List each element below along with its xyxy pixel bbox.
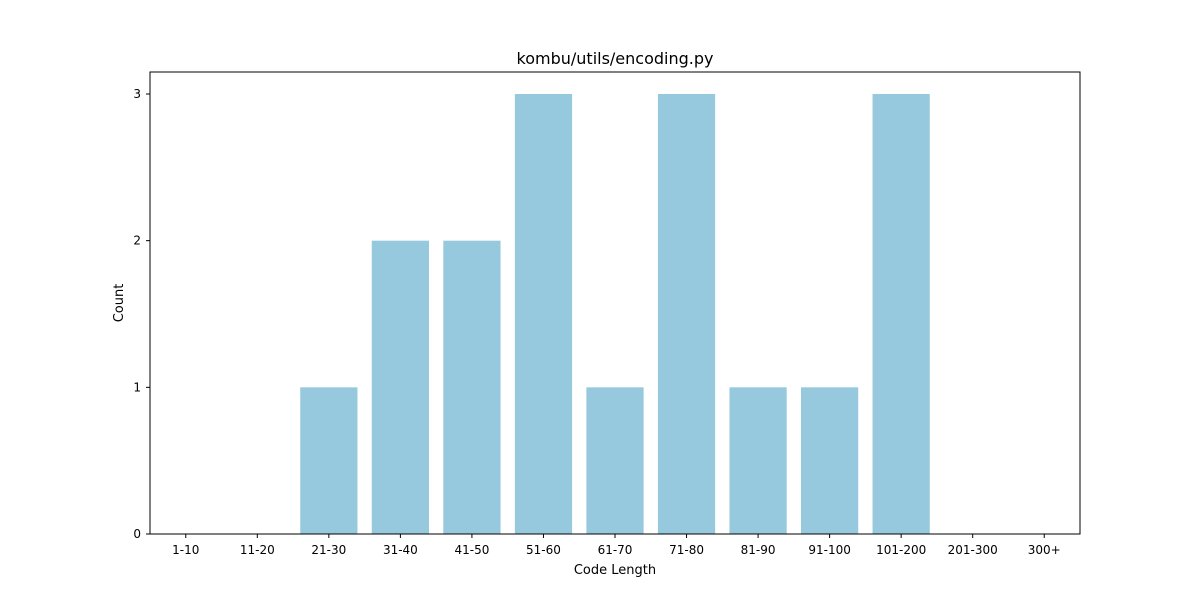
x-tick-label: 81-90 xyxy=(741,543,776,557)
x-tick-label: 51-60 xyxy=(526,543,561,557)
x-tick-label: 41-50 xyxy=(454,543,489,557)
chart-title: kombu/utils/encoding.py xyxy=(517,49,714,68)
x-tick-label: 201-300 xyxy=(948,543,998,557)
y-tick-label: 3 xyxy=(133,87,141,101)
x-tick-label: 11-20 xyxy=(240,543,275,557)
bar xyxy=(872,94,930,534)
x-tick-label: 101-200 xyxy=(876,543,926,557)
x-tick-label: 21-30 xyxy=(311,543,346,557)
x-tick-label: 31-40 xyxy=(383,543,418,557)
y-tick-label: 1 xyxy=(133,380,141,394)
bar xyxy=(300,387,358,534)
x-axis-ticks: 1-10 11-20 21-30 31-40 41-50 51-60 61-70 71-80 8… xyxy=(172,534,1061,557)
bar xyxy=(443,240,501,535)
bar xyxy=(657,94,716,534)
bars-group xyxy=(300,94,930,535)
y-axis-ticks: 0 1 2 3 xyxy=(133,87,150,541)
x-tick-label: 91-100 xyxy=(808,543,851,557)
x-tick-label: 61-70 xyxy=(598,543,633,557)
x-tick-label: 71-80 xyxy=(669,543,704,557)
x-tick-label: 300+ xyxy=(1028,543,1061,557)
bar xyxy=(729,387,787,534)
x-tick-label: 1-10 xyxy=(172,543,199,557)
bar xyxy=(371,240,429,535)
bar xyxy=(801,387,859,534)
y-axis-label: Count xyxy=(112,284,127,323)
x-axis-label: Code Length xyxy=(574,563,656,578)
bar xyxy=(514,94,573,534)
y-tick-label: 2 xyxy=(133,234,141,248)
y-tick-label: 0 xyxy=(133,527,141,541)
bar xyxy=(586,387,644,534)
